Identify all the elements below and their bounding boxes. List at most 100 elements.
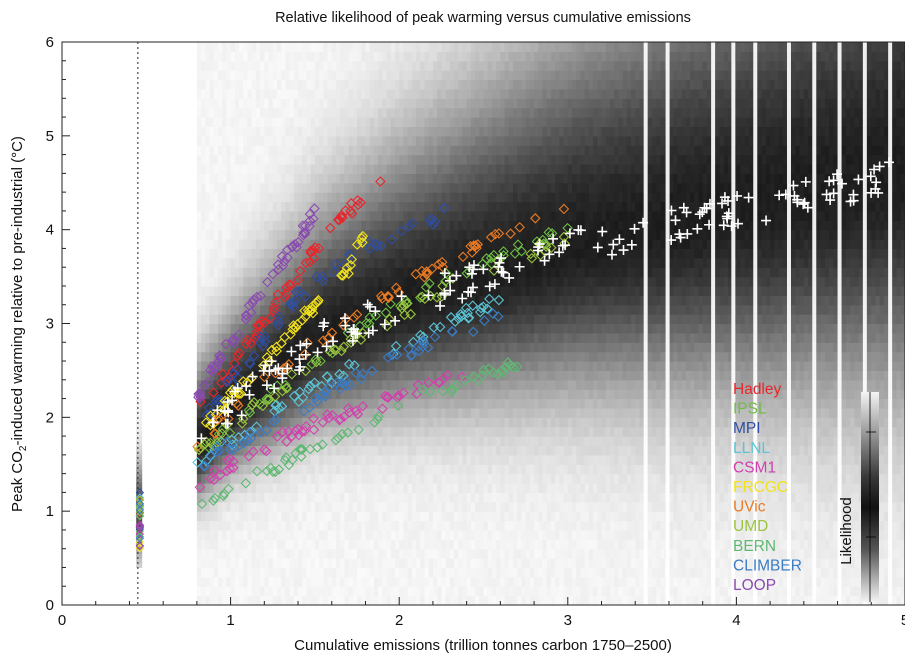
density-cell [285, 70, 291, 81]
density-cell [209, 567, 215, 578]
density-cell [449, 107, 455, 118]
density-cell [251, 501, 257, 512]
density-cell [508, 398, 514, 409]
density-cell [260, 483, 265, 493]
density-cell [335, 576, 341, 587]
density-cell [534, 323, 539, 334]
density-cell [403, 511, 409, 522]
density-cell [247, 285, 253, 296]
density-cell [538, 483, 544, 493]
density-cell [196, 145, 202, 156]
density-cell [234, 276, 240, 287]
density-cell [487, 567, 493, 578]
density-cell [344, 464, 350, 475]
density-cell [213, 126, 219, 137]
density-cell [293, 436, 299, 447]
density-cell [327, 576, 333, 587]
density-cell [348, 567, 354, 578]
density-cell [357, 417, 362, 428]
density-cell [441, 182, 447, 193]
density-cell [327, 323, 333, 334]
density-cell [390, 51, 396, 62]
density-cell [213, 192, 219, 203]
density-cell [453, 529, 459, 540]
density-cell [453, 511, 459, 522]
density-cell [479, 285, 485, 296]
density-cell [361, 398, 367, 409]
density-cell [432, 42, 438, 43]
density-cell [361, 454, 367, 465]
density-cell [403, 285, 409, 296]
density-cell [382, 239, 388, 250]
density-cell [281, 163, 286, 174]
density-cell [243, 370, 249, 381]
density-cell [272, 60, 278, 71]
density-cell [285, 173, 291, 184]
density-cell [521, 182, 527, 193]
density-cell [234, 192, 240, 203]
density-cell [428, 567, 434, 578]
density-cell [416, 389, 421, 400]
density-cell [411, 295, 417, 306]
density-cell [437, 445, 442, 456]
density-cell [529, 332, 535, 343]
density-cell [487, 332, 493, 343]
density-cell [298, 370, 303, 381]
density-cell [382, 145, 388, 156]
density-cell [348, 210, 354, 221]
density-cell [310, 389, 316, 400]
density-cell [508, 154, 514, 165]
density-cell [234, 201, 240, 212]
density-cell [538, 539, 544, 550]
density-cell [445, 351, 451, 362]
density-cell [513, 304, 518, 315]
density-cell [399, 42, 405, 43]
density-cell [411, 483, 417, 493]
density-cell [458, 323, 464, 334]
density-cell [327, 182, 333, 193]
density-cell [534, 558, 539, 569]
density-cell [462, 520, 468, 531]
density-cell [285, 342, 291, 353]
density-cell [500, 567, 506, 578]
density-cell [432, 88, 438, 99]
density-cell [276, 295, 282, 306]
density-cell [411, 173, 417, 184]
density-cell [420, 464, 426, 475]
density-cell [272, 173, 278, 184]
density-cell [466, 107, 472, 118]
density-cell [483, 464, 489, 475]
density-cell [344, 295, 350, 306]
density-cell [281, 436, 286, 447]
density-cell [470, 379, 476, 390]
density-cell [399, 539, 405, 550]
density-cell [352, 295, 358, 306]
density-cell [483, 492, 489, 503]
density-cell [251, 511, 257, 522]
density-cell [314, 173, 320, 184]
density-cell [361, 201, 367, 212]
density-cell [268, 342, 274, 353]
density-cell [508, 126, 514, 137]
density-cell [234, 248, 240, 259]
density-cell [428, 117, 434, 128]
density-cell [432, 520, 438, 531]
density-cell [403, 210, 409, 221]
density-cell [529, 42, 535, 52]
density-cell [272, 473, 278, 484]
density-cell [424, 248, 430, 259]
density-cell [479, 529, 485, 540]
density-cell [466, 501, 472, 512]
density-cell [420, 220, 426, 231]
density-cell [500, 539, 506, 550]
density-cell [298, 192, 303, 203]
density-cell [352, 135, 358, 146]
density-cell [403, 398, 409, 409]
density-cell [428, 361, 434, 372]
density-cell [386, 464, 392, 475]
density-cell [445, 445, 451, 456]
density-cell [521, 492, 527, 503]
density-cell [529, 201, 535, 212]
density-cell [466, 276, 472, 287]
density-cell [378, 182, 383, 193]
